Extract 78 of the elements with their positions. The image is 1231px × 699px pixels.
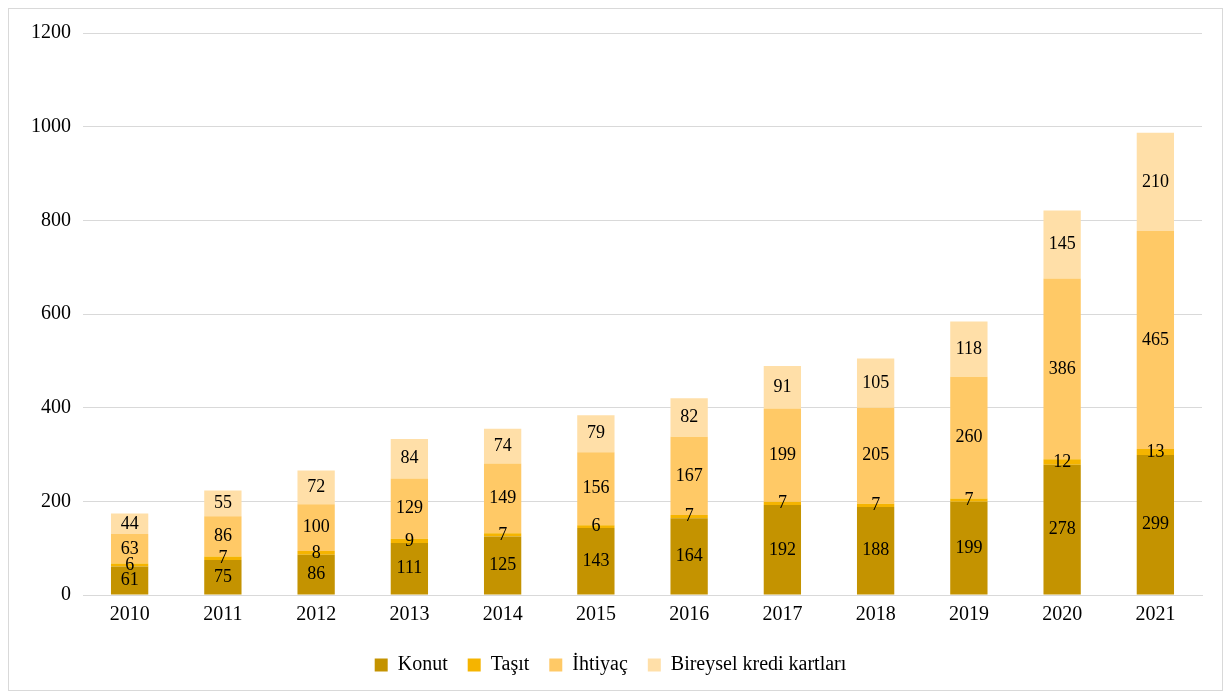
data-label: 386: [1048, 357, 1076, 378]
data-label: 74: [493, 434, 512, 455]
data-label: 143: [582, 550, 610, 570]
data-label: 156: [582, 477, 610, 498]
x-tick-label: 2017: [762, 602, 803, 625]
data-label: 118: [955, 337, 983, 358]
x-tick-label: 2011: [203, 602, 243, 625]
data-label: 8: [311, 541, 321, 562]
bar: [297, 470, 335, 505]
data-label: 7: [871, 494, 881, 515]
y-tick-label: 800: [41, 207, 71, 230]
data-label: 79: [586, 422, 605, 443]
legend-label: Taşıt: [490, 652, 530, 676]
data-label: 465: [1141, 328, 1169, 349]
x-tick-label: 2019: [948, 602, 989, 625]
legend-label: Bireysel kredi kartları: [670, 652, 847, 676]
data-label: 7: [498, 523, 508, 544]
data-label: 44: [120, 512, 139, 533]
y-tick-label: 200: [41, 488, 71, 511]
data-label: 105: [862, 371, 890, 392]
bar: [856, 358, 895, 408]
data-label: 129: [395, 497, 423, 518]
bar: [1043, 210, 1081, 279]
bar: [577, 415, 615, 453]
data-label: 210: [1141, 170, 1169, 191]
data-label: 9: [404, 529, 414, 550]
data-label: 199: [955, 536, 983, 557]
x-tick-label: 2021: [1135, 602, 1176, 625]
data-label: 82: [680, 406, 699, 427]
data-label: 86: [213, 525, 232, 546]
data-label: 192: [768, 538, 796, 559]
data-label: 12: [1053, 450, 1072, 471]
data-label: 72: [307, 476, 326, 497]
x-tick-label: 2015: [575, 602, 616, 625]
data-label: 111: [396, 557, 423, 578]
y-tick-label: 600: [41, 301, 71, 324]
data-label: 6: [591, 515, 601, 536]
y-tick-label: 400: [41, 394, 71, 417]
data-label: 205: [862, 444, 890, 465]
y-tick-label: 0: [61, 582, 71, 605]
data-label: 7: [777, 492, 787, 513]
data-label: 7: [218, 546, 228, 567]
data-label: 61: [120, 569, 139, 590]
data-label: 63: [120, 537, 139, 558]
x-tick-label: 2014: [482, 602, 523, 625]
x-tick-label: 2016: [669, 602, 710, 625]
x-tick-label: 2018: [855, 602, 896, 625]
data-label: 149: [489, 487, 517, 508]
data-label: 188: [862, 539, 890, 560]
data-label: 199: [768, 443, 796, 464]
bar: [950, 321, 988, 377]
data-label: 167: [675, 464, 703, 485]
data-label: 75: [213, 565, 232, 586]
data-label: 7: [964, 488, 974, 509]
y-tick-label: 1200: [31, 20, 71, 43]
x-tick-label: 2020: [1042, 602, 1083, 625]
bar: [670, 398, 708, 437]
data-label: 125: [489, 554, 517, 575]
data-label: 260: [955, 426, 983, 447]
data-label: 13: [1146, 440, 1165, 461]
legend-label: İhtiyaç: [572, 652, 628, 676]
data-label: 100: [302, 516, 330, 537]
bar: [763, 365, 802, 409]
x-tick-label: 2010: [109, 602, 150, 625]
data-label: 299: [1141, 513, 1169, 534]
data-label: 86: [307, 563, 326, 584]
data-label: 145: [1048, 233, 1076, 254]
x-tick-label: 2012: [296, 602, 337, 625]
data-label: 84: [400, 447, 419, 468]
data-label: 91: [773, 376, 792, 397]
y-tick-label: 1000: [31, 113, 71, 136]
x-tick-label: 2013: [389, 602, 430, 625]
data-label: 278: [1048, 518, 1076, 539]
legend-label: Konut: [397, 652, 449, 675]
data-label: 7: [684, 505, 694, 526]
bar: [1136, 132, 1175, 232]
data-label: 164: [675, 545, 703, 566]
data-label: 55: [213, 492, 232, 513]
